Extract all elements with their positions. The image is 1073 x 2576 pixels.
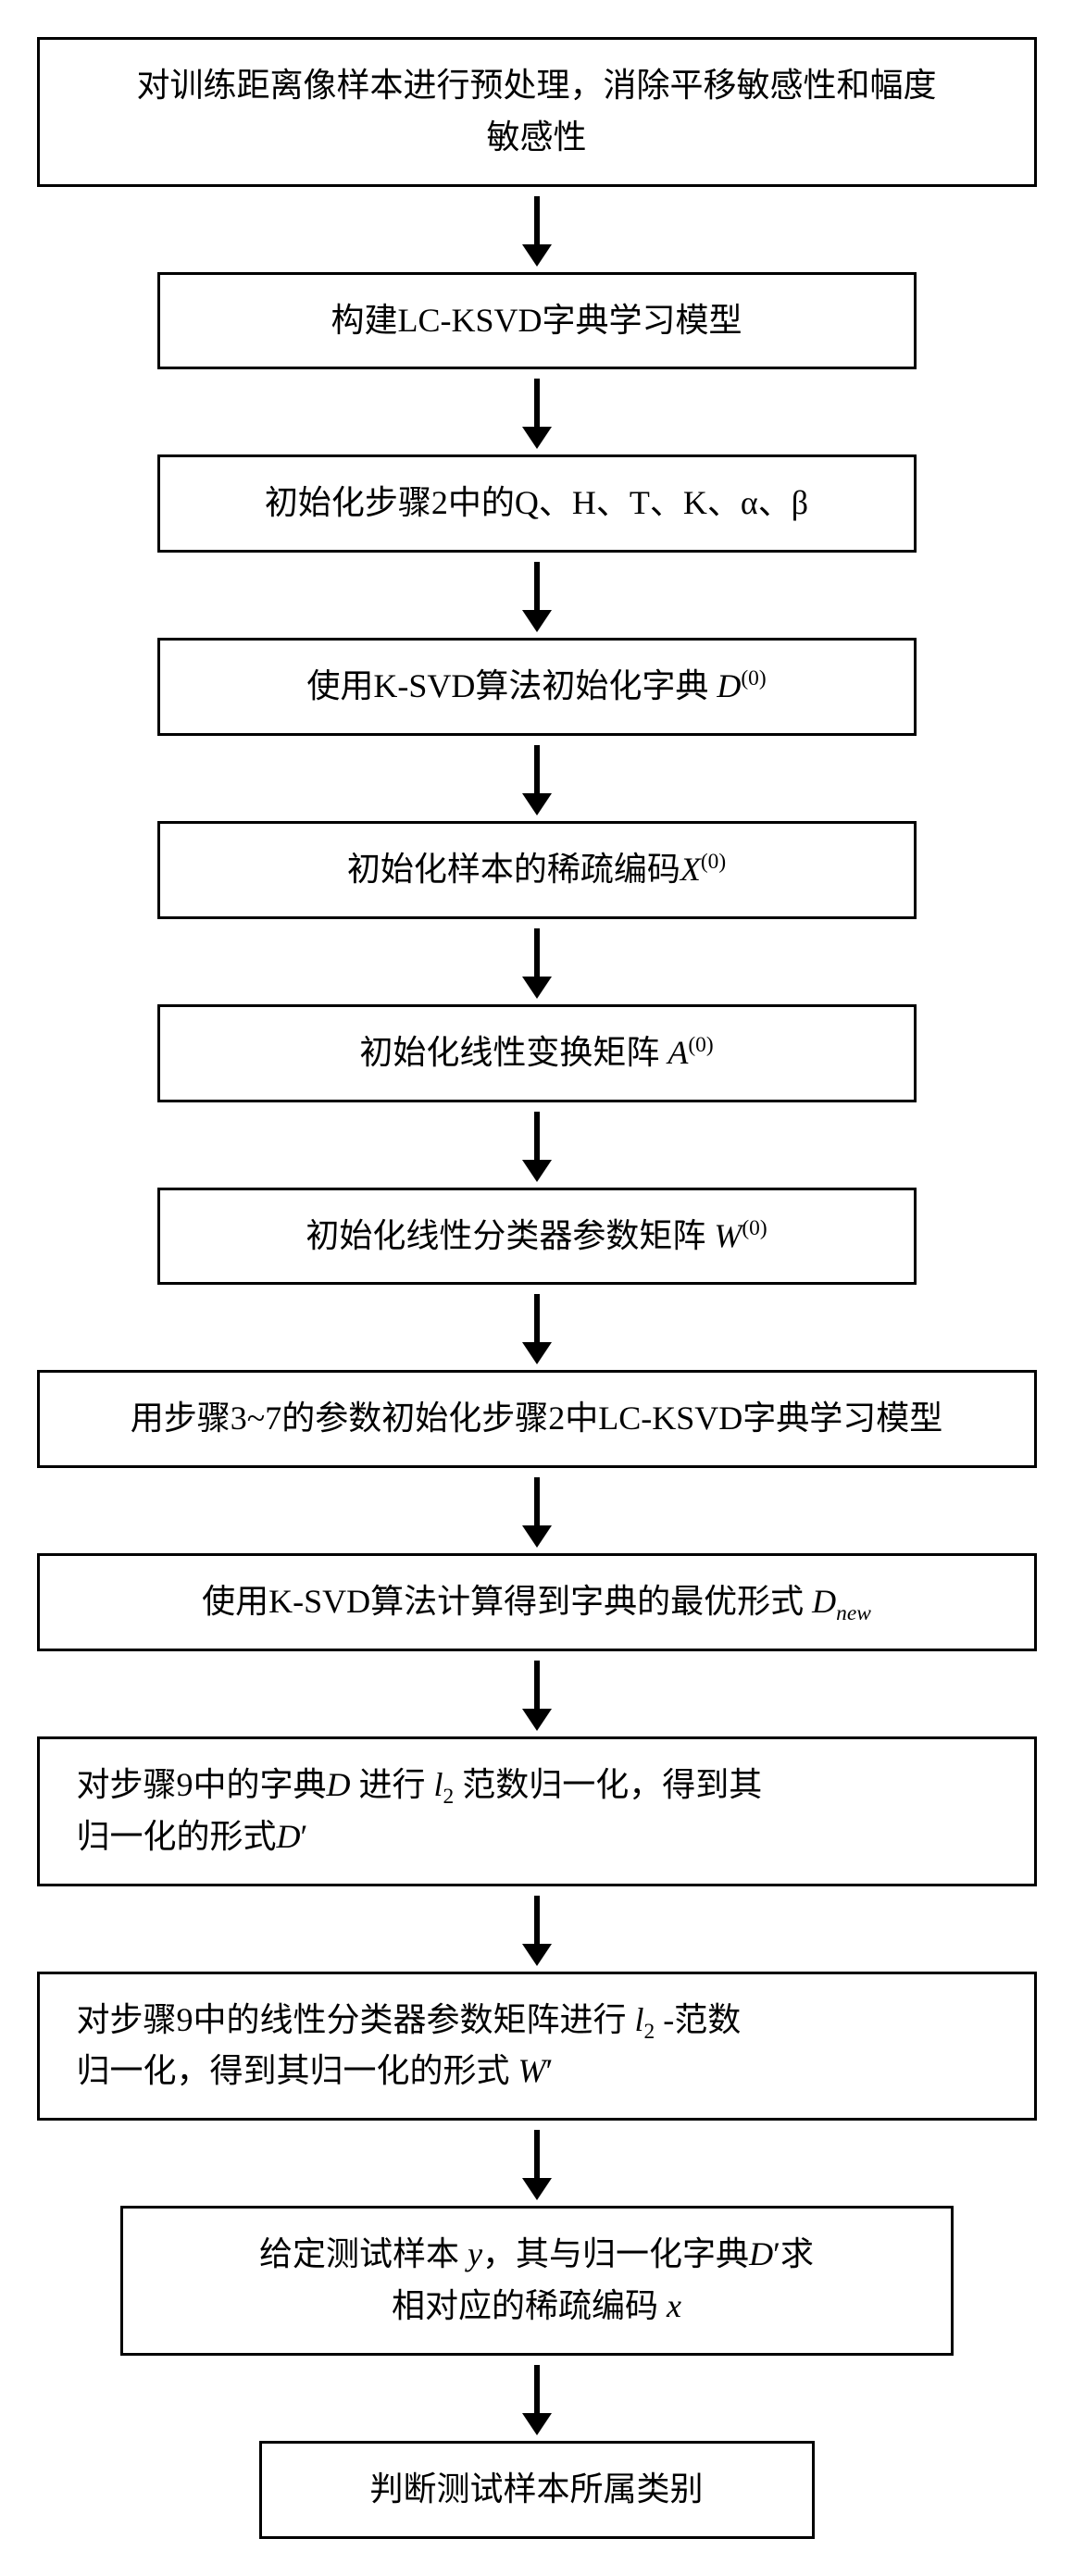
arrow-down-icon [522,1294,552,1364]
arrow-down-icon [522,745,552,815]
arrow-down-icon [522,1112,552,1182]
arrow-down-icon [522,1477,552,1548]
flow-step-s8: 用步骤3~7的参数初始化步骤2中LC-KSVD字典学习模型 [37,1370,1037,1468]
arrow-down-icon [522,196,552,267]
flow-step-s5: 初始化样本的稀疏编码X(0) [157,821,917,919]
arrow-down-icon [522,1896,552,1966]
flow-step-s4: 使用K-SVD算法初始化字典 D(0) [157,638,917,736]
flow-step-s3: 初始化步骤2中的Q、H、T、K、α、β [157,454,917,553]
flow-step-s12: 给定测试样本 y，其与归一化字典D′求相对应的稀疏编码 x [120,2206,954,2356]
flow-step-s1: 对训练距离像样本进行预处理，消除平移敏感性和幅度敏感性 [37,37,1037,187]
arrow-down-icon [522,1661,552,1731]
flow-step-s11: 对步骤9中的线性分类器参数矩阵进行 l2 -范数归一化，得到其归一化的形式 W′ [37,1972,1037,2122]
arrow-down-icon [522,2365,552,2435]
arrow-down-icon [522,928,552,999]
arrow-down-icon [522,562,552,632]
flow-step-s7: 初始化线性分类器参数矩阵 W(0) [157,1188,917,1286]
flow-step-s10: 对步骤9中的字典D 进行 l2 范数归一化，得到其归一化的形式D′ [37,1736,1037,1886]
flow-step-s6: 初始化线性变换矩阵 A(0) [157,1004,917,1102]
flow-step-s13: 判断测试样本所属类别 [259,2441,815,2539]
arrow-down-icon [522,2130,552,2200]
flow-step-s9: 使用K-SVD算法计算得到字典的最优形式 Dnew [37,1553,1037,1651]
flow-step-s2: 构建LC-KSVD字典学习模型 [157,272,917,370]
flowchart: 对训练距离像样本进行预处理，消除平移敏感性和幅度敏感性构建LC-KSVD字典学习… [37,37,1037,2539]
arrow-down-icon [522,379,552,449]
